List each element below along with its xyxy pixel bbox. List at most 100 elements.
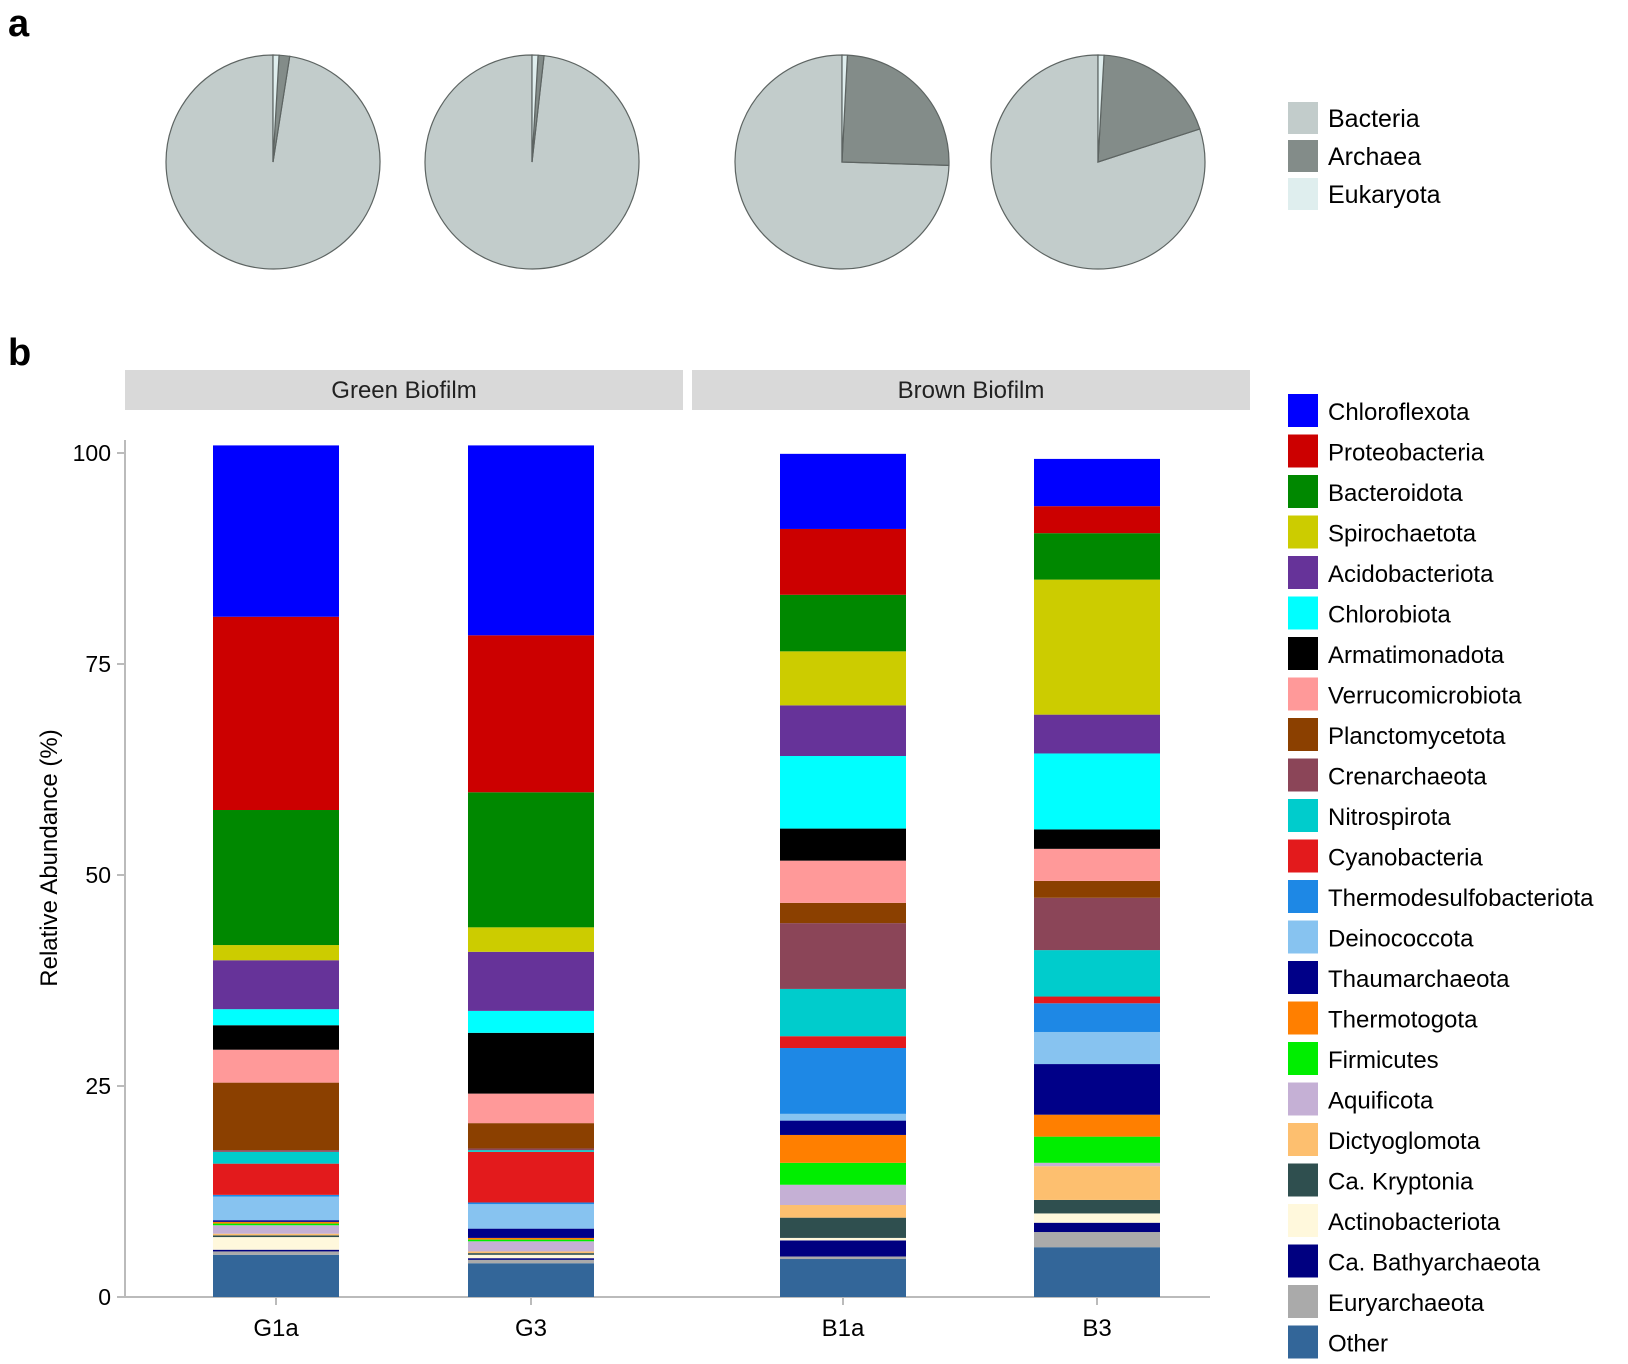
legend-label-actinobacteriota: Actinobacteriota — [1328, 1209, 1501, 1236]
legend-item-euryarchaeota: Euryarchaeota — [1288, 1285, 1485, 1318]
bar-segment-b3-armatimonadota — [1034, 829, 1160, 849]
legend-item-aquificota: Aquificota — [1288, 1082, 1434, 1116]
legend-swatch-aquificota — [1288, 1082, 1318, 1116]
bar-segment-b3-other — [1034, 1247, 1160, 1297]
y-axis-label: Relative Abundance (%) — [36, 729, 63, 986]
bar-segment-b3-ca-kryptonia — [1034, 1199, 1160, 1214]
bar-segment-b1a-chloroflexota — [780, 453, 906, 529]
bar-segment-b1a-thaumarchaeota — [780, 1120, 906, 1135]
pie-slice-b3-eukaryota — [1097, 54, 1105, 163]
legend-item-actinobacteriota: Actinobacteriota — [1288, 1204, 1501, 1237]
bar-segment-b1a-acidobacteriota — [780, 705, 906, 756]
bar-segment-b3-deinococcota — [1034, 1031, 1160, 1065]
facet-strip-green-biofilm: Green Biofilm — [125, 370, 683, 410]
bar-segment-g3-bacteroidota — [468, 792, 594, 928]
legend-swatch-eukaryota — [1288, 178, 1318, 210]
legend-label-chlorobiota: Chlorobiota — [1328, 602, 1451, 629]
legend-label-spirochaetota: Spirochaetota — [1328, 521, 1477, 548]
legend-label-verrucomicrobiota: Verrucomicrobiota — [1328, 683, 1522, 710]
bar-segment-b3-firmicutes — [1034, 1136, 1160, 1163]
bar-segment-b3-spirochaetota — [1034, 579, 1160, 715]
bar-segment-g3-ca-bathyarchaeota — [468, 1258, 594, 1260]
legend-swatch-thaumarchaeota — [1288, 961, 1318, 994]
x-tick-label-g1a: G1a — [253, 1315, 299, 1342]
bar-segment-g1a-thermodesulfobacteriota — [213, 1194, 339, 1197]
legend-label-ca-bathyarchaeota: Ca. Bathyarchaeota — [1328, 1250, 1541, 1277]
legend-swatch-acidobacteriota — [1288, 556, 1318, 589]
bar-segment-g1a-euryarchaeota — [213, 1251, 339, 1255]
legend-swatch-cyanobacteria — [1288, 839, 1318, 873]
bar-b3: B3 — [1034, 458, 1160, 1342]
facet-strip-bg — [125, 370, 683, 410]
bar-segment-b1a-proteobacteria — [780, 528, 906, 595]
bar-segment-b3-bacteroidota — [1034, 533, 1160, 580]
legend-item-deinococcota: Deinococcota — [1288, 920, 1474, 954]
bar-segment-g1a-nitrospirota — [213, 1151, 339, 1164]
bar-segment-g3-firmicutes — [468, 1239, 594, 1242]
bar-segment-g3-crenarchaeota — [468, 1148, 594, 1151]
x-tick-label-b1a: B1a — [822, 1315, 865, 1342]
bar-segment-b1a-aquificota — [780, 1184, 906, 1206]
bar-segment-g1a-dictyoglomota — [213, 1233, 339, 1236]
legend-item-firmicutes: Firmicutes — [1288, 1042, 1439, 1075]
x-tick-label-g3: G3 — [515, 1315, 547, 1342]
legend-label-cyanobacteria: Cyanobacteria — [1328, 845, 1483, 872]
legend-label-dictyoglomota: Dictyoglomota — [1328, 1128, 1481, 1155]
legend-item-eukaryota: Eukaryota — [1288, 178, 1441, 210]
bar-segment-g3-chlorobiota — [468, 1010, 594, 1033]
y-tick-label-50: 50 — [85, 862, 111, 888]
domain-legend: Bacteria Archaea Eukaryota — [1288, 102, 1441, 210]
legend-item-nitrospirota: Nitrospirota — [1288, 799, 1451, 832]
pie-slice-g1a-bacteria — [165, 54, 381, 270]
legend-item-thaumarchaeota: Thaumarchaeota — [1288, 961, 1510, 994]
facet-strip-label: Brown Biofilm — [898, 377, 1045, 404]
bar-segment-g3-acidobacteriota — [468, 951, 594, 1011]
bar-segment-b3-actinobacteriota — [1034, 1213, 1160, 1223]
bar-segment-b1a-deinococcota — [780, 1113, 906, 1121]
facet-strips: Green Biofilm Brown Biofilm — [125, 370, 1250, 410]
bar-segment-b1a-ca-bathyarchaeota — [780, 1240, 906, 1257]
bar-segment-g3-proteobacteria — [468, 635, 594, 793]
bar-segment-g1a-crenarchaeota — [213, 1150, 339, 1152]
legend-item-bacteria: Bacteria — [1288, 102, 1420, 134]
bar-segment-b1a-spirochaetota — [780, 651, 906, 706]
pie-b1a — [734, 54, 950, 270]
bar-segment-b3-euryarchaeota — [1034, 1232, 1160, 1248]
pie-slice-b3-bacteria — [990, 54, 1206, 270]
bar-segment-b3-planctomycetota — [1034, 880, 1160, 898]
bar-segment-b3-verrucomicrobiota — [1034, 848, 1160, 881]
legend-label-acidobacteriota: Acidobacteriota — [1328, 561, 1494, 588]
bar-segment-g3-deinococcota — [468, 1204, 594, 1229]
bar-segment-g1a-other — [213, 1254, 339, 1297]
bar-segment-g3-ca-kryptonia — [468, 1253, 594, 1255]
bar-segment-g1a-aquificota — [213, 1225, 339, 1234]
bar-segment-g1a-ca-bathyarchaeota — [213, 1249, 339, 1252]
bar-segment-b1a-euryarchaeota — [780, 1256, 906, 1260]
bar-segment-g1a-bacteroidota — [213, 810, 339, 946]
bar-segment-b1a-planctomycetota — [780, 902, 906, 924]
bar-segment-b3-acidobacteriota — [1034, 714, 1160, 754]
bar-segment-b1a-firmicutes — [780, 1162, 906, 1185]
legend-swatch-thermodesulfobacteriota — [1288, 880, 1318, 913]
bar-segment-b1a-cyanobacteria — [780, 1036, 906, 1049]
pie-charts — [165, 54, 1206, 270]
legend-label-thaumarchaeota: Thaumarchaeota — [1328, 966, 1510, 993]
legend-item-archaea: Archaea — [1288, 140, 1421, 172]
legend-swatch-deinococcota — [1288, 920, 1318, 954]
bar-segment-g1a-thermotogota — [213, 1221, 339, 1224]
bar-segment-g3-dictyoglomota — [468, 1251, 594, 1254]
bar-segment-g1a-acidobacteriota — [213, 960, 339, 1010]
bar-segment-g3-aquificota — [468, 1241, 594, 1252]
legend-swatch-nitrospirota — [1288, 799, 1318, 832]
legend-label-crenarchaeota: Crenarchaeota — [1328, 764, 1487, 791]
legend-item-cyanobacteria: Cyanobacteria — [1288, 839, 1483, 873]
bar-segment-b1a-chlorobiota — [780, 755, 906, 829]
legend-item-chloroflexota: Chloroflexota — [1288, 394, 1470, 427]
legend-swatch-planctomycetota — [1288, 718, 1318, 751]
bar-segment-b3-thermotogota — [1034, 1114, 1160, 1137]
legend-item-crenarchaeota: Crenarchaeota — [1288, 758, 1487, 792]
phylum-legend: Chloroflexota Proteobacteria Bacteroidota S… — [1288, 394, 1594, 1359]
bar-segment-g1a-verrucomicrobiota — [213, 1049, 339, 1083]
x-tick-label-b3: B3 — [1082, 1315, 1111, 1342]
